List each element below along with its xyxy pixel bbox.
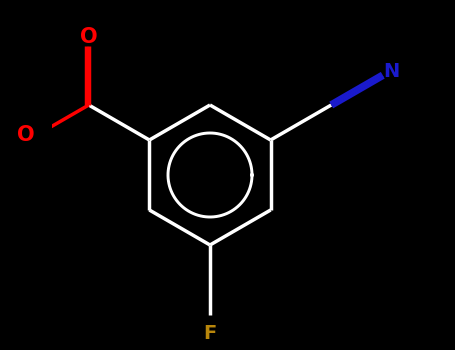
Text: O: O bbox=[80, 27, 97, 47]
Text: O: O bbox=[17, 125, 35, 145]
Text: F: F bbox=[203, 324, 217, 343]
Text: N: N bbox=[384, 62, 399, 80]
